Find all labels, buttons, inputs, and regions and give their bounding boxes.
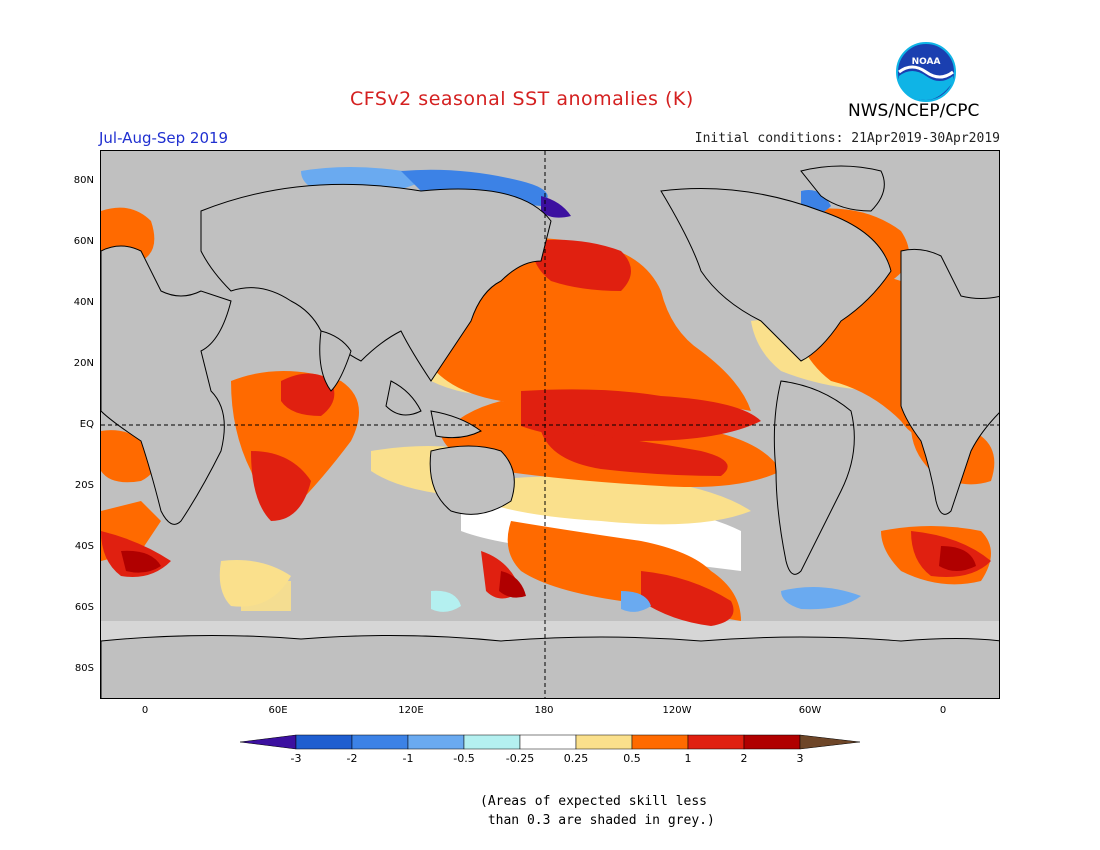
colorbar-segment bbox=[631, 734, 689, 750]
lon-label: 60W bbox=[798, 705, 822, 716]
colorbar-tick-label: 3 bbox=[796, 752, 804, 765]
colorbar bbox=[239, 733, 861, 755]
organization-label: NWS/NCEP/CPC bbox=[848, 101, 980, 121]
colorbar-canvas bbox=[239, 734, 861, 750]
lat-label: 20N bbox=[73, 358, 94, 369]
lat-label: 40N bbox=[73, 297, 94, 308]
colorbar-tick-label: 0.25 bbox=[563, 752, 589, 765]
noaa-logo: NOAA bbox=[896, 42, 956, 102]
logo-text: NOAA bbox=[912, 57, 941, 67]
colorbar-tick-label: 2 bbox=[740, 752, 748, 765]
colorbar-segment bbox=[799, 734, 861, 750]
colorbar-segment bbox=[575, 734, 633, 750]
colorbar-tick-label: -0.25 bbox=[505, 752, 535, 765]
lon-label: 120W bbox=[662, 705, 692, 716]
anomaly-darkred-areas bbox=[121, 546, 976, 598]
lat-label: EQ bbox=[79, 419, 94, 430]
skill-note: (Areas of expected skill less than 0.3 a… bbox=[480, 792, 715, 830]
lon-label: 0 bbox=[939, 705, 947, 716]
colorbar-segment bbox=[239, 734, 297, 750]
lon-label: 60E bbox=[268, 705, 288, 716]
land-masses bbox=[101, 165, 999, 698]
skill-note-line: (Areas of expected skill less bbox=[480, 794, 707, 809]
lat-label: 60S bbox=[74, 602, 94, 613]
lat-label: 60N bbox=[73, 236, 94, 247]
colorbar-tick-label: -2 bbox=[346, 752, 358, 765]
colorbar-segment bbox=[295, 734, 353, 750]
lat-label: 40S bbox=[74, 541, 94, 552]
season-label: Jul-Aug-Sep 2019 bbox=[99, 129, 229, 147]
grid-lines bbox=[101, 151, 999, 698]
lat-label: 80S bbox=[74, 663, 94, 674]
colorbar-segment bbox=[407, 734, 465, 750]
colorbar-segment bbox=[519, 734, 577, 750]
colorbar-tick-label: 0.5 bbox=[623, 752, 641, 765]
initial-conditions-label: Initial conditions: 21Apr2019-30Apr2019 bbox=[694, 131, 1000, 146]
colorbar-tick-label: 1 bbox=[684, 752, 692, 765]
colorbar-segment bbox=[351, 734, 409, 750]
lat-label: 80N bbox=[73, 175, 94, 186]
map-canvas bbox=[101, 151, 999, 698]
lat-label: 20S bbox=[74, 480, 94, 491]
colorbar-tick-label: -3 bbox=[290, 752, 302, 765]
colorbar-segment bbox=[463, 734, 521, 750]
sst-anomaly-map bbox=[100, 150, 1000, 699]
colorbar-tick-label: -0.5 bbox=[453, 752, 475, 765]
colorbar-tick-label: -1 bbox=[402, 752, 414, 765]
lon-label: 0 bbox=[141, 705, 149, 716]
skill-note-line: than 0.3 are shaded in grey.) bbox=[480, 813, 715, 828]
colorbar-segment bbox=[743, 734, 801, 750]
map-title: CFSv2 seasonal SST anomalies (K) bbox=[350, 88, 694, 110]
lon-label: 120E bbox=[398, 705, 424, 716]
colorbar-segment bbox=[687, 734, 745, 750]
lon-label: 180 bbox=[534, 705, 554, 716]
